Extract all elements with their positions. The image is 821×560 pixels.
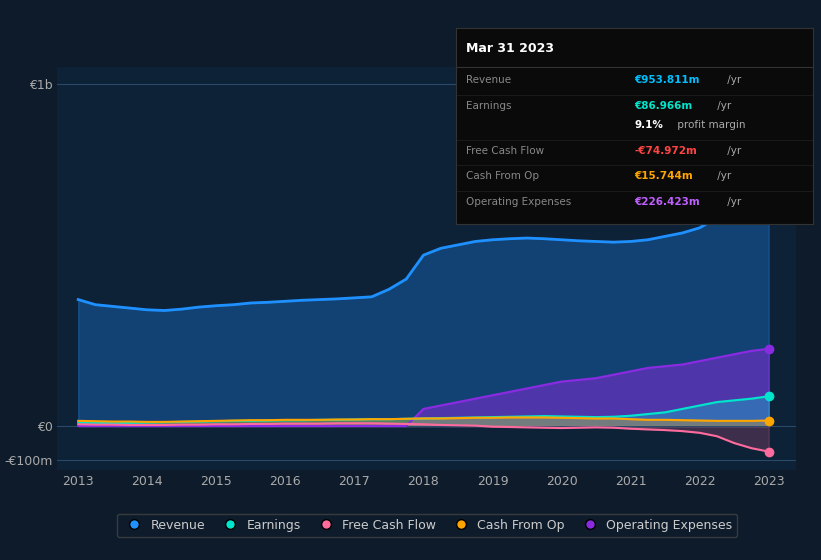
Text: €86.966m: €86.966m: [635, 101, 692, 110]
Text: Free Cash Flow: Free Cash Flow: [466, 146, 544, 156]
Text: -€74.972m: -€74.972m: [635, 146, 697, 156]
Text: /yr: /yr: [714, 171, 732, 181]
Text: 9.1%: 9.1%: [635, 120, 663, 130]
Text: Cash From Op: Cash From Op: [466, 171, 539, 181]
Text: /yr: /yr: [714, 101, 732, 110]
Text: /yr: /yr: [724, 197, 741, 207]
Text: profit margin: profit margin: [674, 120, 745, 130]
Text: €15.744m: €15.744m: [635, 171, 693, 181]
Text: Revenue: Revenue: [466, 75, 511, 85]
Text: Mar 31 2023: Mar 31 2023: [466, 42, 554, 55]
Text: Earnings: Earnings: [466, 101, 511, 110]
Legend: Revenue, Earnings, Free Cash Flow, Cash From Op, Operating Expenses: Revenue, Earnings, Free Cash Flow, Cash …: [117, 514, 737, 536]
Text: /yr: /yr: [724, 75, 741, 85]
Text: /yr: /yr: [724, 146, 741, 156]
Text: €953.811m: €953.811m: [635, 75, 699, 85]
Text: Operating Expenses: Operating Expenses: [466, 197, 571, 207]
Text: €226.423m: €226.423m: [635, 197, 700, 207]
